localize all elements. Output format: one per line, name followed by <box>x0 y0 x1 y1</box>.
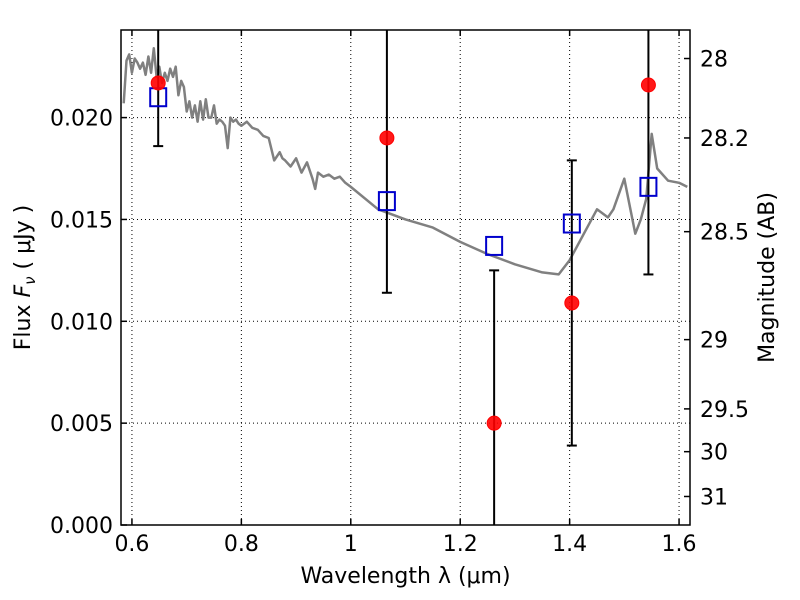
x-tick-label: 1.6 <box>662 532 697 557</box>
x-axis-label: Wavelength λ (μm) <box>300 564 510 589</box>
plot-frame <box>120 29 691 526</box>
axis-ticks: 0.6 0.8 1 1.2 1.4 1.6 0.000 0.005 0.010 0.015 0.02… <box>50 30 749 557</box>
observed-dot <box>486 415 502 431</box>
right-tick-label: 29 <box>700 329 728 354</box>
observed-dot <box>564 295 580 311</box>
right-tick-label: 28.5 <box>700 221 749 246</box>
observed-dot <box>150 75 166 91</box>
observed-dot <box>640 77 656 93</box>
x-tick-label: 1.4 <box>552 532 587 557</box>
y-tick-label: 0.005 <box>50 412 113 437</box>
right-tick-label: 28.2 <box>700 127 749 152</box>
error-bars <box>153 30 654 525</box>
x-tick-label: 1 <box>344 532 358 557</box>
y-tick-label: 0.010 <box>50 310 113 335</box>
model-points <box>149 87 658 256</box>
right-tick-label: 30 <box>700 441 728 466</box>
x-tick-label: 1.2 <box>443 532 478 557</box>
model-square <box>562 213 581 234</box>
right-tick-label: 31 <box>700 485 728 510</box>
y-tick-label: 0.020 <box>50 107 113 132</box>
y-tick-label: 0.000 <box>50 514 113 539</box>
y-axis-label: Flux Fν ( μJy ) <box>11 205 39 350</box>
template-spectrum-line <box>122 47 688 276</box>
observed-dot <box>379 130 395 146</box>
y-tick-label: 0.015 <box>50 208 113 233</box>
x-tick-label: 0.8 <box>224 532 259 557</box>
template-spectrum <box>122 47 688 276</box>
right-tick-label: 29.5 <box>700 398 749 423</box>
x-tick-label: 0.6 <box>114 532 149 557</box>
model-square <box>485 235 504 256</box>
model-square <box>639 176 658 197</box>
right-axis-label: Magnitude (AB) <box>755 192 780 363</box>
right-tick-label: 28 <box>700 48 728 73</box>
observed-points <box>150 75 656 431</box>
model-square <box>377 191 396 212</box>
